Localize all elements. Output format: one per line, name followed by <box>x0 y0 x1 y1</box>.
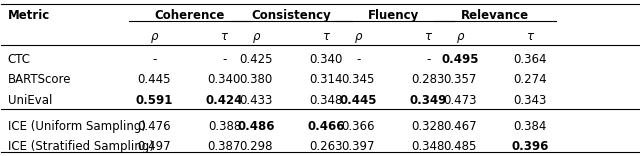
Text: 0.396: 0.396 <box>511 140 549 153</box>
Text: -: - <box>426 53 431 66</box>
Text: 0.380: 0.380 <box>239 73 273 86</box>
Text: ICE (Uniform Sampling): ICE (Uniform Sampling) <box>8 120 146 133</box>
Text: ρ: ρ <box>456 30 464 43</box>
Text: Coherence: Coherence <box>154 9 225 22</box>
Text: 0.298: 0.298 <box>239 140 273 153</box>
Text: 0.388: 0.388 <box>208 120 241 133</box>
Text: 0.357: 0.357 <box>444 73 477 86</box>
Text: 0.343: 0.343 <box>513 94 547 107</box>
Text: 0.283: 0.283 <box>412 73 445 86</box>
Text: Relevance: Relevance <box>461 9 529 22</box>
Text: 0.314: 0.314 <box>310 73 343 86</box>
Text: 0.445: 0.445 <box>138 73 171 86</box>
Text: Consistency: Consistency <box>252 9 332 22</box>
Text: 0.384: 0.384 <box>513 120 547 133</box>
Text: -: - <box>152 53 157 66</box>
Text: CTC: CTC <box>8 53 31 66</box>
Text: ρ: ρ <box>253 30 260 43</box>
Text: τ: τ <box>221 30 228 43</box>
Text: 0.473: 0.473 <box>444 94 477 107</box>
Text: -: - <box>222 53 227 66</box>
Text: ICE (Stratified Sampling): ICE (Stratified Sampling) <box>8 140 154 153</box>
Text: τ: τ <box>425 30 432 43</box>
Text: τ: τ <box>323 30 330 43</box>
Text: 0.445: 0.445 <box>339 94 377 107</box>
Text: 0.485: 0.485 <box>444 140 477 153</box>
Text: 0.433: 0.433 <box>239 94 273 107</box>
Text: 0.364: 0.364 <box>513 53 547 66</box>
Text: 0.274: 0.274 <box>513 73 547 86</box>
Text: 0.397: 0.397 <box>342 140 375 153</box>
Text: 0.495: 0.495 <box>442 53 479 66</box>
Text: UniEval: UniEval <box>8 94 52 107</box>
Text: 0.348: 0.348 <box>412 140 445 153</box>
Text: 0.345: 0.345 <box>342 73 375 86</box>
Text: 0.340: 0.340 <box>208 73 241 86</box>
Text: 0.387: 0.387 <box>208 140 241 153</box>
Text: BARTScore: BARTScore <box>8 73 71 86</box>
Text: ρ: ρ <box>355 30 362 43</box>
Text: 0.366: 0.366 <box>342 120 375 133</box>
Text: ρ: ρ <box>150 30 158 43</box>
Text: 0.476: 0.476 <box>138 120 171 133</box>
Text: 0.348: 0.348 <box>310 94 343 107</box>
Text: 0.263: 0.263 <box>310 140 343 153</box>
Text: 0.497: 0.497 <box>138 140 171 153</box>
Text: Fluency: Fluency <box>367 9 419 22</box>
Text: 0.425: 0.425 <box>239 53 273 66</box>
Text: τ: τ <box>527 30 534 43</box>
Text: 0.424: 0.424 <box>205 94 243 107</box>
Text: 0.349: 0.349 <box>410 94 447 107</box>
Text: Metric: Metric <box>8 9 50 22</box>
Text: 0.328: 0.328 <box>412 120 445 133</box>
Text: 0.466: 0.466 <box>308 120 345 133</box>
Text: -: - <box>356 53 360 66</box>
Text: 0.467: 0.467 <box>444 120 477 133</box>
Text: 0.340: 0.340 <box>310 53 343 66</box>
Text: 0.486: 0.486 <box>237 120 275 133</box>
Text: 0.591: 0.591 <box>136 94 173 107</box>
